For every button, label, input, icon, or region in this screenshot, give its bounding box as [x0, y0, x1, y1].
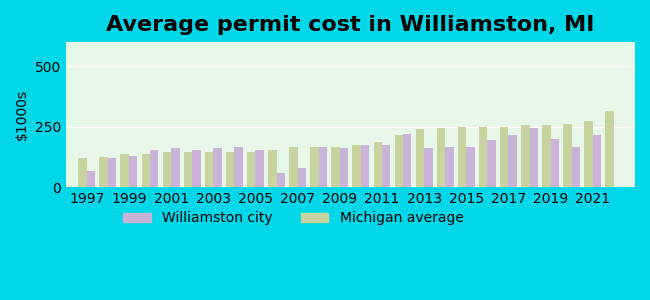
Bar — [150, 150, 159, 187]
Bar — [466, 147, 474, 187]
Bar — [318, 147, 327, 187]
Bar — [340, 148, 348, 187]
Bar — [361, 145, 369, 187]
Bar — [500, 127, 508, 187]
Bar — [395, 135, 403, 187]
Bar — [542, 125, 551, 187]
Bar — [184, 152, 192, 187]
Bar — [437, 128, 445, 187]
Bar — [310, 147, 318, 187]
Bar — [530, 128, 538, 187]
Bar — [551, 139, 559, 187]
Bar — [374, 142, 382, 187]
Bar — [86, 171, 95, 187]
Bar — [255, 150, 264, 187]
Bar — [382, 145, 391, 187]
Bar — [564, 124, 572, 187]
Bar — [508, 135, 517, 187]
Bar — [276, 172, 285, 187]
Bar — [142, 154, 150, 187]
Bar — [298, 168, 306, 187]
Bar — [458, 127, 466, 187]
Bar — [479, 127, 488, 187]
Bar — [213, 148, 222, 187]
Bar — [488, 140, 496, 187]
Bar — [268, 150, 276, 187]
Bar — [192, 150, 201, 187]
Bar — [352, 145, 361, 187]
Bar — [593, 135, 601, 187]
Bar — [99, 157, 108, 187]
Bar — [332, 147, 340, 187]
Bar — [606, 111, 614, 187]
Bar — [205, 152, 213, 187]
Bar — [521, 125, 530, 187]
Bar — [247, 152, 255, 187]
Bar — [226, 152, 235, 187]
Bar — [403, 134, 411, 187]
Bar — [78, 158, 86, 187]
Title: Average permit cost in Williamston, MI: Average permit cost in Williamston, MI — [106, 15, 595, 35]
Bar — [120, 154, 129, 187]
Bar — [584, 121, 593, 187]
Bar — [235, 147, 243, 187]
Legend: Williamston city, Michigan average: Williamston city, Michigan average — [118, 206, 469, 231]
Bar — [129, 156, 137, 187]
Bar — [171, 148, 179, 187]
Bar — [424, 148, 432, 187]
Bar — [572, 147, 580, 187]
Bar — [108, 158, 116, 187]
Bar — [289, 147, 298, 187]
Bar — [416, 129, 424, 187]
Bar — [445, 147, 454, 187]
Bar — [162, 152, 171, 187]
Y-axis label: $1000s: $1000s — [15, 89, 29, 140]
